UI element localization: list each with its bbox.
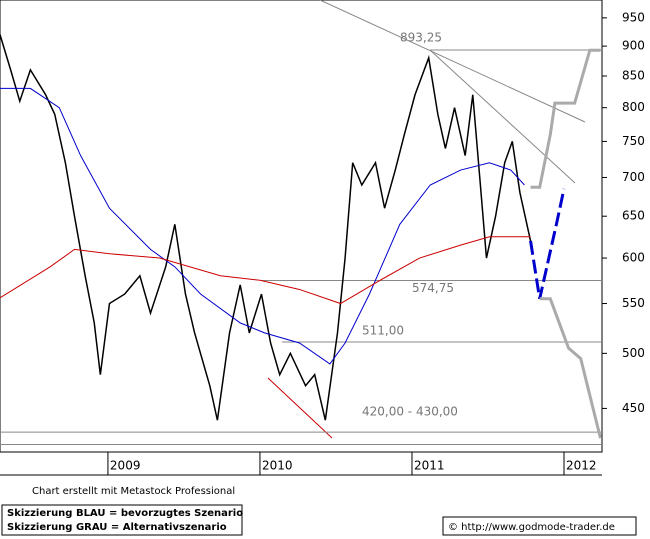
y-tick-label: 550 [622, 296, 645, 310]
level-label: 574,75 [412, 281, 454, 295]
scenario-path [530, 48, 601, 189]
source: © http://www.godmode-trader.de [448, 522, 615, 533]
moving-average [0, 236, 531, 305]
x-tick-label: 2012 [566, 459, 597, 473]
legend-entry: Skizzierung BLAU = bevorzugtes Szenario [7, 508, 243, 519]
y-tick-label: 850 [622, 68, 645, 82]
y-tick-label: 750 [622, 134, 645, 148]
scenario-path [539, 297, 602, 439]
level-label: 893,25 [400, 31, 442, 45]
x-tick-label: 2009 [110, 459, 141, 473]
x-tick-label: 2010 [262, 459, 293, 473]
y-tick-label: 600 [622, 251, 645, 265]
zone-label: 420,00 - 430,00 [362, 405, 458, 419]
y-tick-label: 950 [622, 10, 645, 24]
credit: Chart erstellt mit Metastock Professiona… [32, 486, 235, 497]
legend-entry: Skizzierung GRAU = Alternativszenario [7, 522, 227, 533]
y-tick-label: 700 [622, 170, 645, 184]
y-tick-label: 450 [622, 401, 645, 415]
legend-box [1, 504, 243, 536]
trendline [429, 49, 576, 184]
scenario-path [529, 188, 566, 300]
y-tick-label: 500 [622, 346, 645, 360]
level-label: 511,00 [362, 323, 404, 337]
price-line [0, 34, 532, 421]
source-box [442, 516, 637, 536]
trendline [319, 0, 586, 123]
y-tick-label: 800 [622, 100, 645, 114]
x-tick-label: 2011 [414, 459, 445, 473]
y-tick-label: 650 [622, 209, 645, 223]
plot-frame [0, 0, 603, 453]
moving-average [0, 87, 525, 365]
trendline [267, 377, 333, 439]
y-tick-label: 900 [622, 39, 645, 53]
